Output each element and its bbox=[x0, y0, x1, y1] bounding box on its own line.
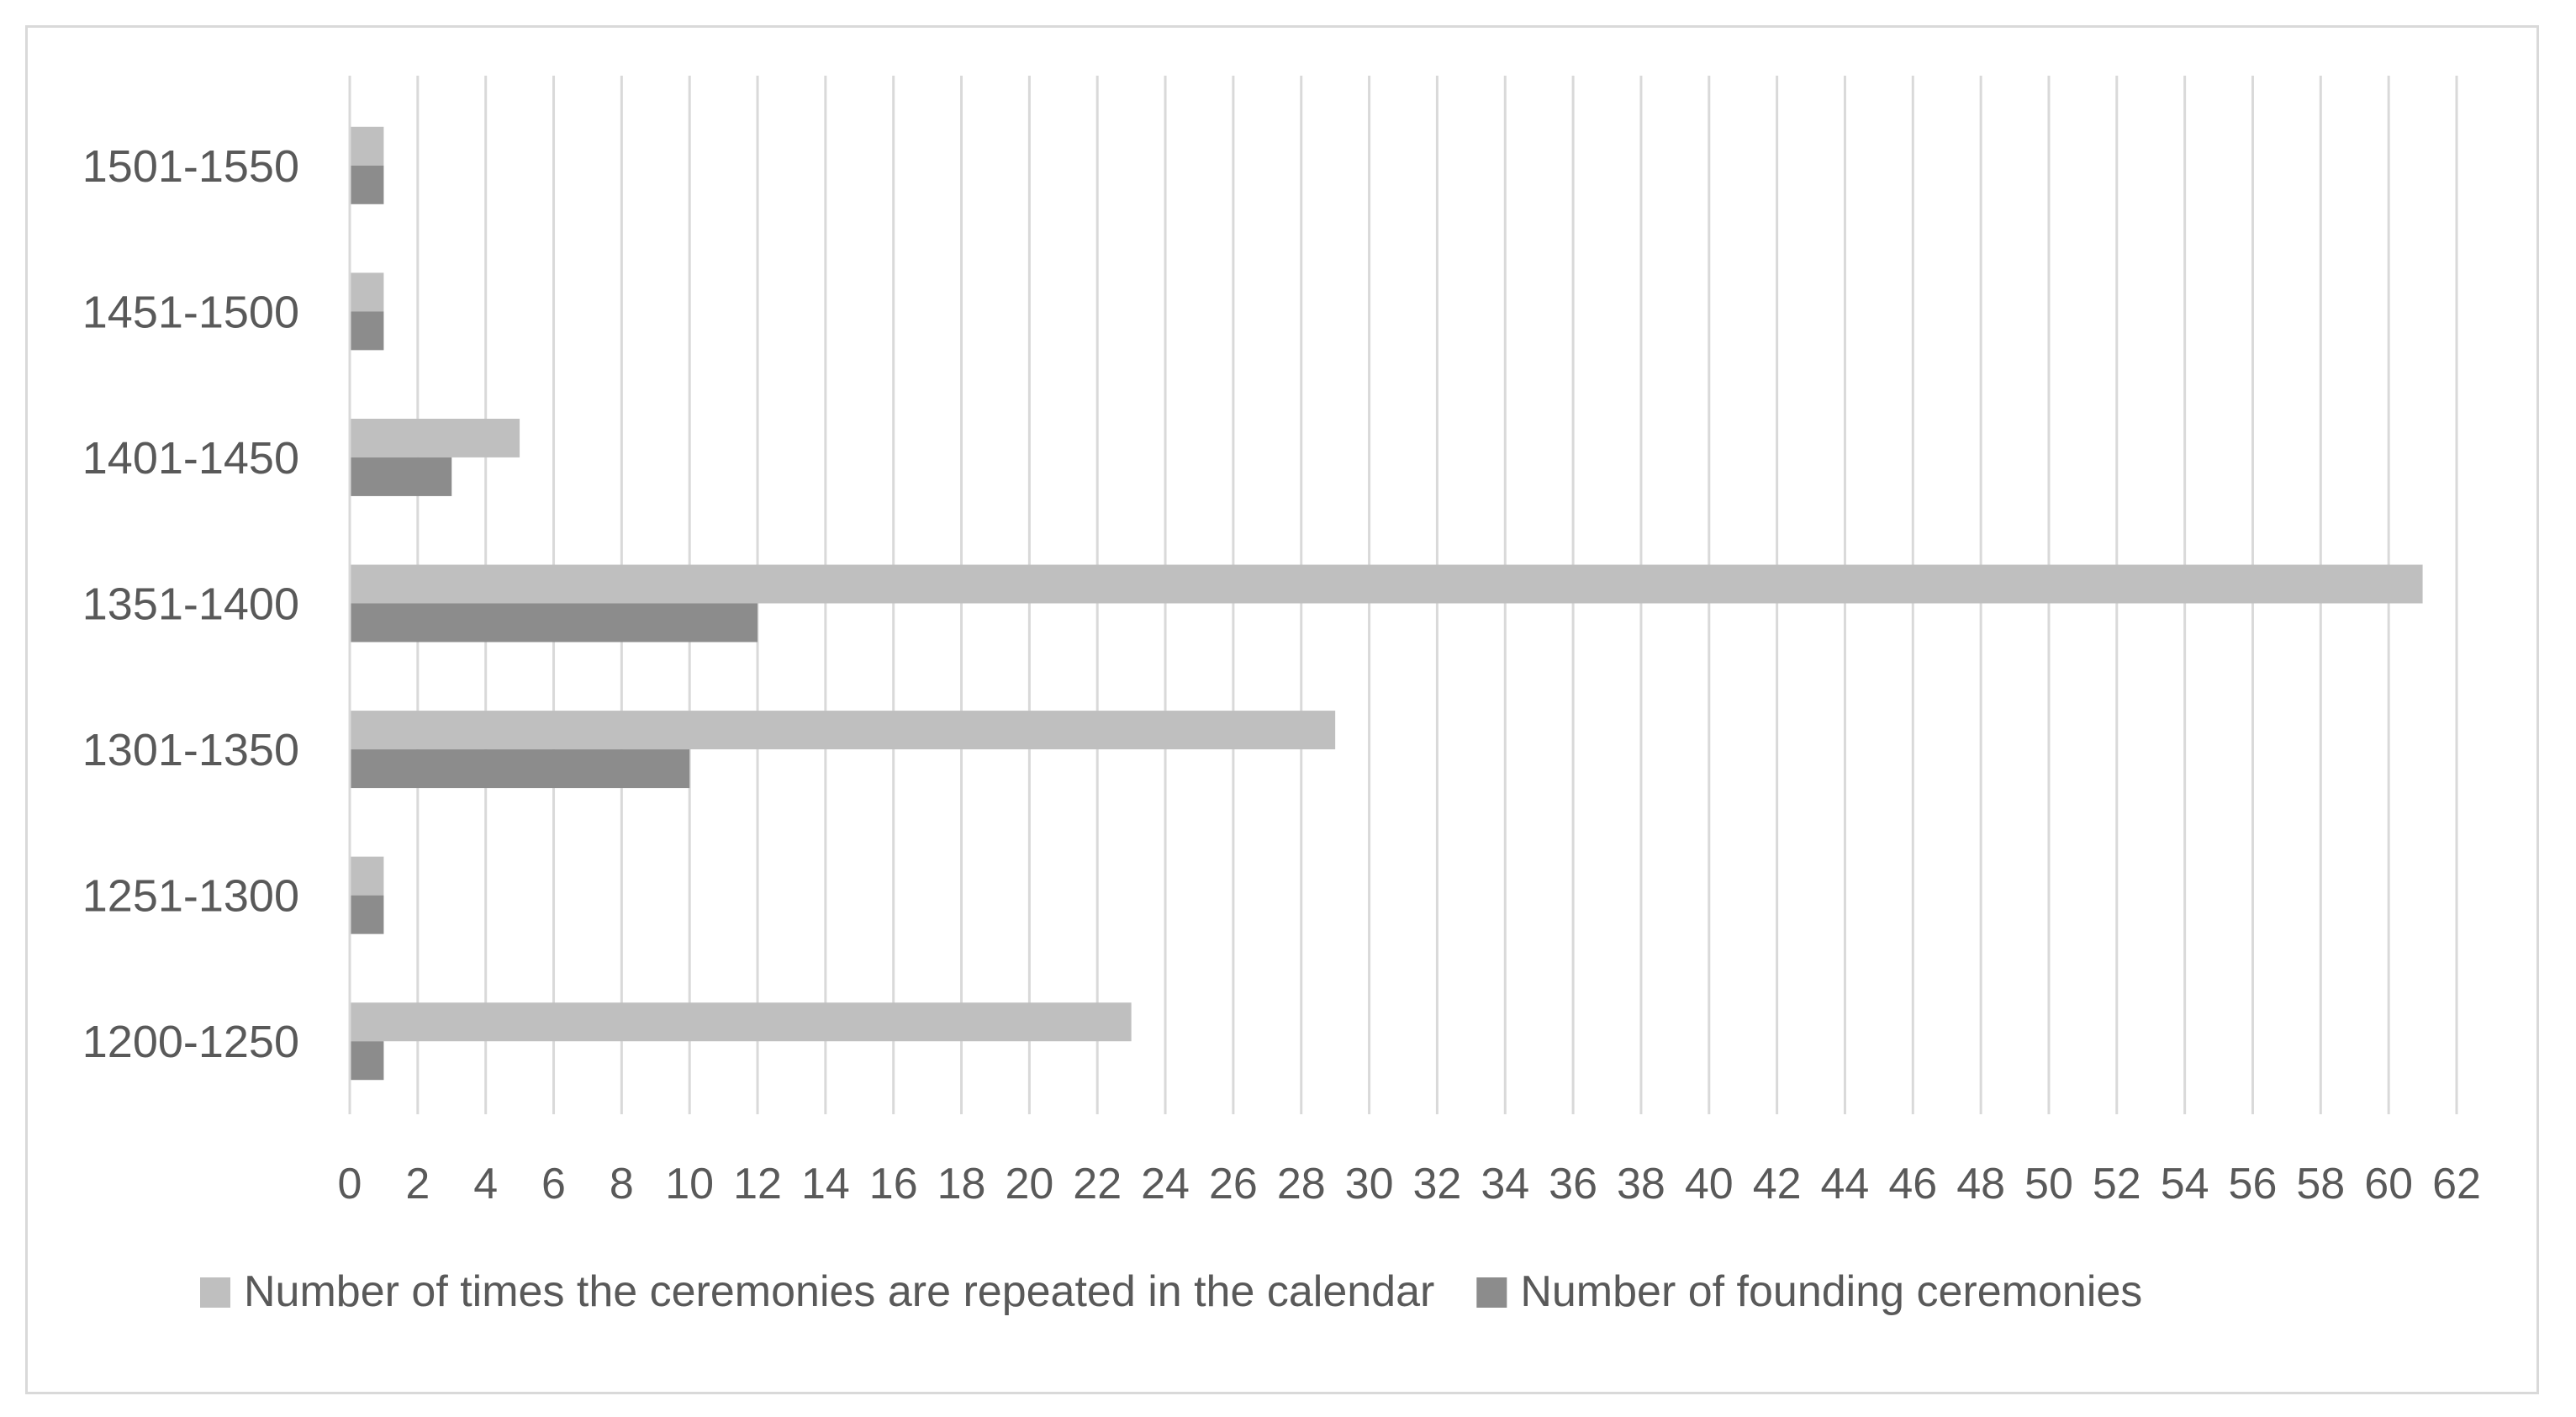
legend-label: Number of times the ceremonies are repea… bbox=[244, 1267, 1434, 1316]
x-tick-label: 8 bbox=[610, 1160, 634, 1208]
bar bbox=[350, 311, 384, 351]
category-label: 1501-1550 bbox=[82, 141, 299, 192]
x-tick-label: 52 bbox=[2093, 1160, 2141, 1208]
x-tick-label: 38 bbox=[1617, 1160, 1665, 1208]
bar bbox=[350, 1002, 1132, 1042]
x-tick-label: 32 bbox=[1412, 1160, 1461, 1208]
x-tick-label: 44 bbox=[1821, 1160, 1870, 1208]
x-tick-label: 34 bbox=[1481, 1160, 1529, 1208]
x-tick-labels: 0 2 4 6 8 10 12 14 16 18 20 22 24 26 28 30 32 34 36 38 40 42 4… bbox=[338, 1160, 2481, 1208]
x-tick-label: 26 bbox=[1209, 1160, 1258, 1208]
x-tick-label: 16 bbox=[869, 1160, 918, 1208]
x-tick-label: 46 bbox=[1888, 1160, 1937, 1208]
bar bbox=[350, 711, 1336, 750]
x-tick-label: 56 bbox=[2229, 1160, 2278, 1208]
x-tick-label: 48 bbox=[1956, 1160, 2005, 1208]
bar bbox=[350, 457, 452, 496]
x-tick-label: 0 bbox=[338, 1160, 362, 1208]
legend-swatch bbox=[200, 1277, 230, 1308]
category-label: 1451-1500 bbox=[82, 287, 299, 337]
x-tick-label: 42 bbox=[1753, 1160, 1802, 1208]
bar bbox=[350, 272, 384, 312]
legend: Number of times the ceremonies are repea… bbox=[200, 1267, 2142, 1316]
bar bbox=[350, 895, 384, 934]
x-tick-label: 62 bbox=[2432, 1160, 2481, 1208]
category-labels: 1200-1250 1251-1300 1301-1350 1351-1400 1401… bbox=[82, 141, 299, 1067]
x-tick-label: 22 bbox=[1073, 1160, 1122, 1208]
category-label: 1301-1350 bbox=[82, 725, 299, 775]
x-tick-label: 20 bbox=[1005, 1160, 1053, 1208]
x-tick-label: 40 bbox=[1685, 1160, 1734, 1208]
legend-label: Number of founding ceremonies bbox=[1520, 1267, 2142, 1316]
x-tick-label: 54 bbox=[2161, 1160, 2209, 1208]
category-label: 1200-1250 bbox=[82, 1017, 299, 1067]
x-tick-label: 12 bbox=[733, 1160, 782, 1208]
x-tick-label: 6 bbox=[541, 1160, 566, 1208]
category-label: 1251-1300 bbox=[82, 871, 299, 922]
x-tick-label: 28 bbox=[1277, 1160, 1326, 1208]
x-tick-label: 36 bbox=[1549, 1160, 1597, 1208]
bar bbox=[350, 856, 384, 896]
bar bbox=[350, 126, 384, 166]
bar bbox=[350, 165, 384, 204]
x-tick-label: 4 bbox=[473, 1160, 498, 1208]
x-tick-label: 58 bbox=[2296, 1160, 2345, 1208]
x-tick-label: 30 bbox=[1345, 1160, 1394, 1208]
x-tick-label: 18 bbox=[937, 1160, 986, 1208]
x-tick-label: 14 bbox=[801, 1160, 850, 1208]
bar bbox=[350, 564, 2423, 604]
x-tick-label: 24 bbox=[1141, 1160, 1190, 1208]
category-label: 1401-1450 bbox=[82, 433, 299, 484]
bar bbox=[350, 603, 758, 642]
x-tick-label: 10 bbox=[665, 1160, 714, 1208]
bar bbox=[350, 1041, 384, 1081]
bars bbox=[350, 126, 2423, 1081]
bar bbox=[350, 749, 690, 789]
x-tick-label: 50 bbox=[2024, 1160, 2073, 1208]
x-tick-label: 60 bbox=[2364, 1160, 2413, 1208]
bar bbox=[350, 418, 520, 457]
legend-swatch bbox=[1476, 1277, 1507, 1308]
chart-frame bbox=[25, 25, 2539, 1394]
x-tick-label: 2 bbox=[405, 1160, 430, 1208]
category-label: 1351-1400 bbox=[82, 579, 299, 630]
